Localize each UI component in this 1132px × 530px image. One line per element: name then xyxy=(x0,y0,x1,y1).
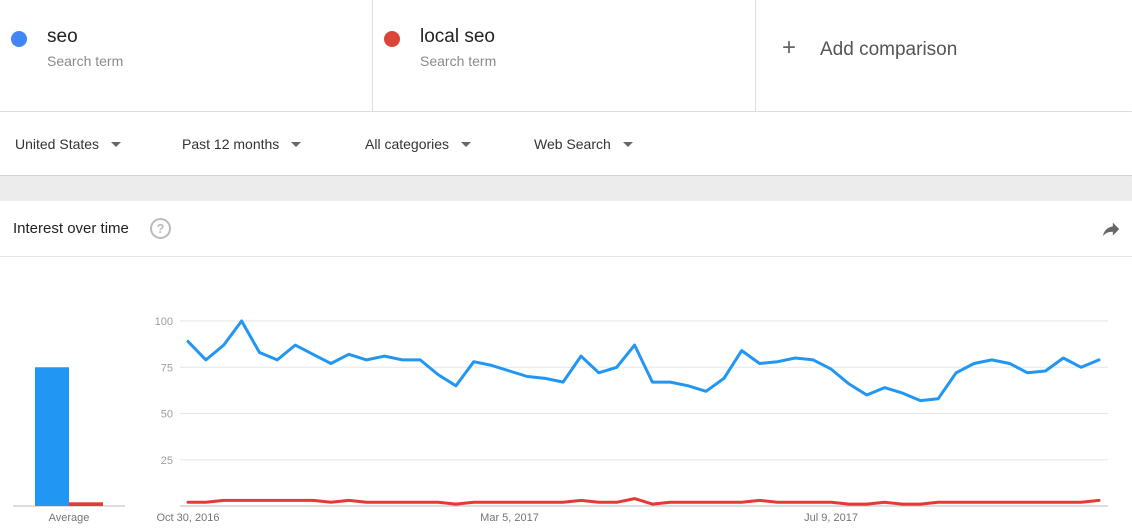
caret-down-icon xyxy=(622,141,633,147)
y-tick-label: 50 xyxy=(161,409,173,421)
term-card-local-seo[interactable]: local seo Search term xyxy=(373,0,756,111)
add-comparison-button[interactable]: + Add comparison xyxy=(756,0,1132,111)
category-dropdown[interactable]: All categories xyxy=(365,136,472,152)
series-color-dot-icon xyxy=(11,31,27,47)
time-range-label: Past 12 months xyxy=(182,136,280,152)
help-icon[interactable]: ? xyxy=(150,218,171,239)
x-tick-label: Oct 30, 2016 xyxy=(157,512,220,524)
interest-over-time-chart: 25 50 75 100 Oct 30, 2016 Mar 5, 2017 Jul 9, 2… xyxy=(13,316,1108,524)
caret-down-icon xyxy=(291,141,302,147)
average-bar-seo xyxy=(35,367,69,506)
average-bar-local-seo xyxy=(69,502,103,506)
series-line-seo xyxy=(186,319,1101,403)
plus-icon: + xyxy=(782,34,797,61)
category-label: All categories xyxy=(365,136,450,152)
series-line-local-seo xyxy=(186,497,1101,506)
panel-header: Interest over time ? xyxy=(0,201,1132,257)
caret-down-icon xyxy=(111,141,122,147)
panel-title: Interest over time xyxy=(13,220,129,237)
region-label: United States xyxy=(15,136,100,152)
time-range-dropdown[interactable]: Past 12 months xyxy=(182,136,302,152)
term-name[interactable]: local seo xyxy=(420,26,495,47)
term-name[interactable]: seo xyxy=(47,26,78,47)
term-type: Search term xyxy=(47,53,124,69)
average-label: Average xyxy=(49,512,90,524)
caret-down-icon xyxy=(461,141,472,147)
section-divider xyxy=(0,177,1132,201)
term-card-seo[interactable]: seo Search term xyxy=(0,0,373,111)
search-terms-bar: seo Search term local seo Search term + … xyxy=(0,0,1132,112)
search-type-dropdown[interactable]: Web Search xyxy=(534,136,633,152)
interest-over-time-panel: Interest over time ? xyxy=(0,201,1132,530)
x-tick-label: Jul 9, 2017 xyxy=(804,512,858,524)
search-type-label: Web Search xyxy=(534,136,611,152)
y-tick-label: 25 xyxy=(161,455,173,467)
term-type: Search term xyxy=(420,53,497,69)
y-tick-label: 100 xyxy=(155,316,173,328)
region-dropdown[interactable]: United States xyxy=(15,136,122,152)
add-comparison-label: Add comparison xyxy=(820,39,958,60)
share-icon[interactable] xyxy=(1100,219,1122,241)
x-tick-label: Mar 5, 2017 xyxy=(480,512,539,524)
filters-bar: United States Past 12 months All categor… xyxy=(0,112,1132,176)
y-tick-label: 75 xyxy=(161,362,173,374)
series-color-dot-icon xyxy=(384,31,400,47)
